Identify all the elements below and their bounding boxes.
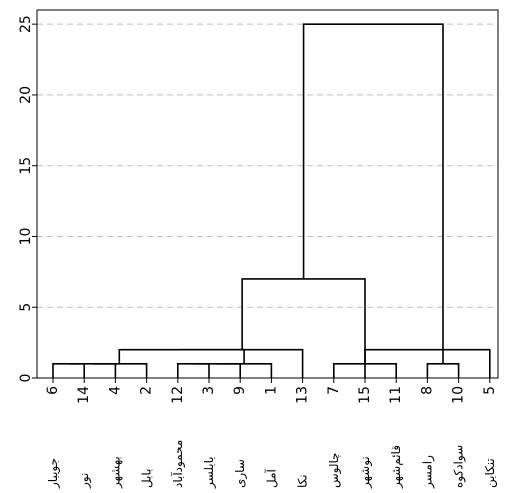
leaf-id-label: 15 (357, 386, 373, 404)
leaf-id-label: 5 (482, 386, 498, 395)
y-tick-label: 20 (18, 86, 34, 104)
y-tick-label: 0 (18, 374, 34, 383)
dendrogram-link (119, 350, 244, 364)
leaf-id-label: 13 (295, 386, 311, 404)
leaf-name-label: رامسر (420, 455, 435, 489)
leaf-id-label: 6 (45, 386, 61, 395)
leaf-name-label: محمودآباد (170, 440, 186, 488)
y-tick-label: 5 (18, 303, 34, 312)
leaf-name-label: قائم‌شهر (389, 445, 404, 489)
leaf-name-label: ساری (233, 459, 248, 488)
leaf-id-label: 14 (76, 386, 92, 404)
leaf-id-label: 11 (388, 386, 404, 404)
leaf-name-labels: جویبار نور بهشهر بابل محمودآباد بابلسر ساری آمل… (46, 440, 498, 489)
plot-frame (37, 10, 498, 378)
leaf-id-label: 1 (263, 386, 279, 395)
leaf-id-label: 2 (139, 386, 155, 395)
dendrogram-link (427, 364, 458, 378)
dendrogram-link (304, 24, 443, 364)
dendrogram-link (53, 364, 84, 378)
leaf-name-label: نوشهر (358, 456, 373, 489)
leaf-id-label: 4 (107, 386, 123, 395)
leaf-id-label: 9 (232, 386, 248, 395)
grid-lines (37, 24, 498, 307)
dendrogram-link (217, 364, 272, 378)
dendrogram-link (178, 364, 209, 378)
leaf-name-label: تنکابن (483, 458, 498, 488)
leaf-id-label: 3 (201, 386, 217, 395)
leaf-name-label: سوادکوه (452, 445, 467, 488)
leaf-id-label: 12 (170, 386, 186, 404)
dendrogram-link (92, 364, 147, 378)
y-tick-label: 15 (18, 157, 34, 175)
leaf-name-label: جویبار (46, 458, 61, 489)
dendrogram-link (69, 364, 116, 378)
dendrogram-links (53, 24, 490, 378)
y-tick-label: 10 (18, 228, 34, 246)
leaf-id-label: 10 (451, 386, 467, 404)
leaf-name-label: بابلسر (202, 456, 217, 489)
leaf-id-label: 7 (326, 386, 342, 395)
leaf-name-label: نور (77, 473, 92, 489)
dendrogram-link (193, 364, 240, 378)
leaf-name-label: نکا (296, 474, 310, 488)
leaf-name-label: چالوس (327, 452, 342, 488)
leaf-name-label: آمل (263, 468, 278, 488)
y-tick-label: 25 (18, 15, 34, 33)
leaf-id-labels: 6 14 4 2 12 3 9 1 13 7 15 11 8 10 5 (45, 378, 498, 404)
leaf-id-label: 8 (419, 386, 435, 395)
leaf-name-label: بابل (140, 469, 154, 488)
y-axis: 0 5 10 15 20 25 (18, 15, 37, 382)
leaf-name-label: بهشهر (108, 456, 123, 489)
